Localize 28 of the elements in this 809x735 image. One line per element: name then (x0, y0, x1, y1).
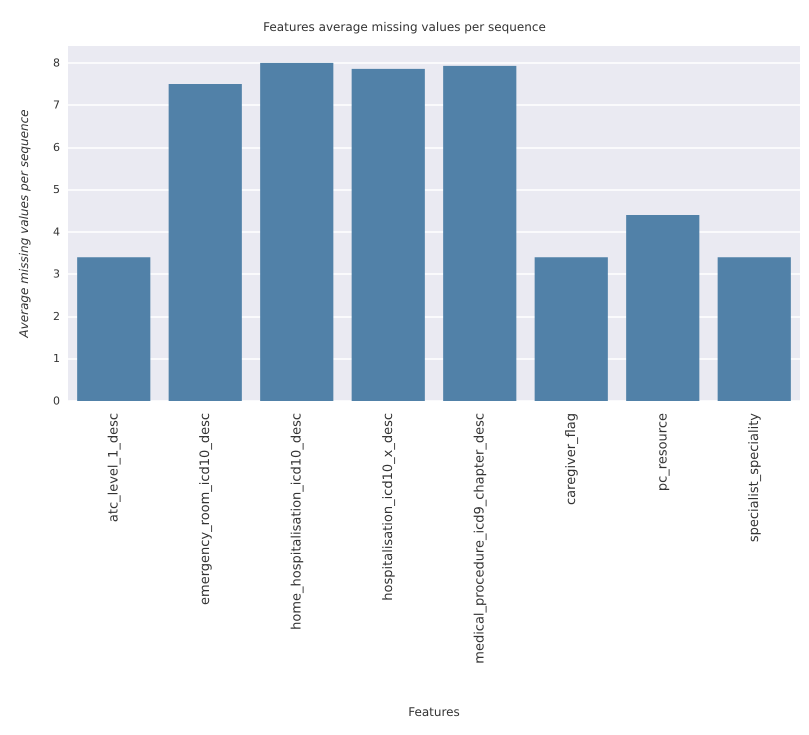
bar (534, 257, 608, 401)
x-tick-label: caregiver_flag (564, 413, 579, 505)
y-tick-label: 5 (53, 183, 60, 196)
y-tick-label: 6 (53, 140, 60, 154)
bar (168, 84, 242, 401)
bar (260, 62, 334, 401)
y-axis-title: Average missing values per sequence (17, 109, 31, 339)
y-tick-label: 7 (53, 98, 60, 112)
bar (626, 215, 700, 401)
bar (352, 68, 425, 401)
bar (443, 66, 516, 401)
y-tick-label: 3 (53, 268, 60, 281)
x-tick-label: hospitalisation_icd10_x_desc (380, 413, 396, 601)
chart-title: Features average missing values per sequence (263, 20, 546, 34)
y-tick-label: 2 (53, 310, 60, 323)
y-tick-label: 1 (53, 352, 60, 366)
x-tick-label: pc_resource (655, 413, 670, 492)
x-tick-label: medical_procedure_icd9_chapter_desc (472, 413, 488, 664)
bar (718, 257, 791, 401)
x-tick-label: specialist_speciality (746, 412, 762, 542)
bar (77, 257, 150, 401)
x-tick-label: home_hospitalisation_icd10_desc (289, 413, 304, 630)
y-tick-label: 4 (53, 225, 60, 238)
x-tick-label: emergency_room_icd10_desc (198, 413, 213, 605)
y-tick-label: 0 (53, 394, 60, 408)
y-tick-label: 8 (53, 56, 60, 70)
x-axis-title: Features (408, 705, 460, 719)
x-tick-label: atc_level_1_desc (106, 413, 122, 522)
